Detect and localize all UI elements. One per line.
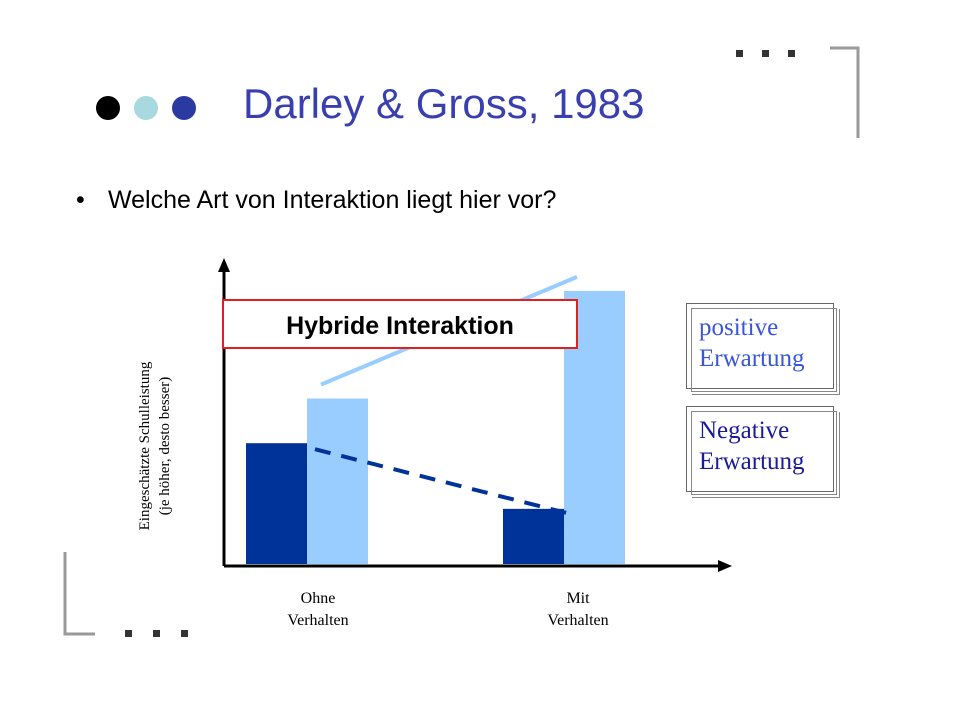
bar-negative-ohne — [246, 443, 307, 564]
deco-dot-blue — [172, 96, 196, 120]
deco-dot-lightblue — [134, 96, 158, 120]
bullet-icon: • — [76, 186, 85, 214]
y-axis-label-line1: Eingeschätzte Schulleistung — [137, 361, 153, 531]
y-axis-label-line2: (je höher, desto besser) — [157, 376, 173, 516]
x-tick-label-ohne: Ohne Verhalten — [258, 588, 378, 632]
legend-negative: Negative Erwartung — [686, 406, 837, 495]
y-axis-arrow — [218, 258, 230, 272]
bottom-ellipsis-dots — [125, 630, 188, 637]
trend-line-negative — [314, 447, 575, 517]
x-tick-label-ohne-line2: Verhalten — [287, 612, 349, 629]
x-tick-label-mit-line1: Mit — [566, 590, 590, 607]
hybrid-interaction-label: Hybride Interaktion — [222, 299, 578, 349]
x-tick-label-mit-line2: Verhalten — [547, 612, 609, 629]
legend-positive-line2: Erwartung — [699, 345, 805, 372]
legend-negative-line2: Erwartung — [699, 448, 805, 475]
x-axis-arrow — [718, 560, 732, 572]
bullet-text: Welche Art von Interaktion liegt hier vo… — [108, 186, 557, 214]
legend-positive-line1: positive — [699, 314, 779, 341]
deco-dot-black — [96, 96, 120, 120]
bar-positive-ohne — [307, 398, 368, 564]
top-right-bracket — [830, 46, 860, 138]
x-tick-label-ohne-line1: Ohne — [300, 590, 336, 607]
bar-negative-mit — [503, 508, 564, 564]
top-ellipsis-dots — [736, 50, 795, 57]
legend-positive: positive Erwartung — [686, 303, 837, 392]
bottom-left-bracket — [63, 552, 95, 636]
slide-title: Darley & Gross, 1983 — [243, 80, 645, 127]
legend-negative-line1: Negative — [699, 417, 790, 444]
x-tick-label-mit: Mit Verhalten — [518, 588, 638, 632]
bullet-item: • Welche Art von Interaktion liegt hier v… — [76, 186, 556, 215]
